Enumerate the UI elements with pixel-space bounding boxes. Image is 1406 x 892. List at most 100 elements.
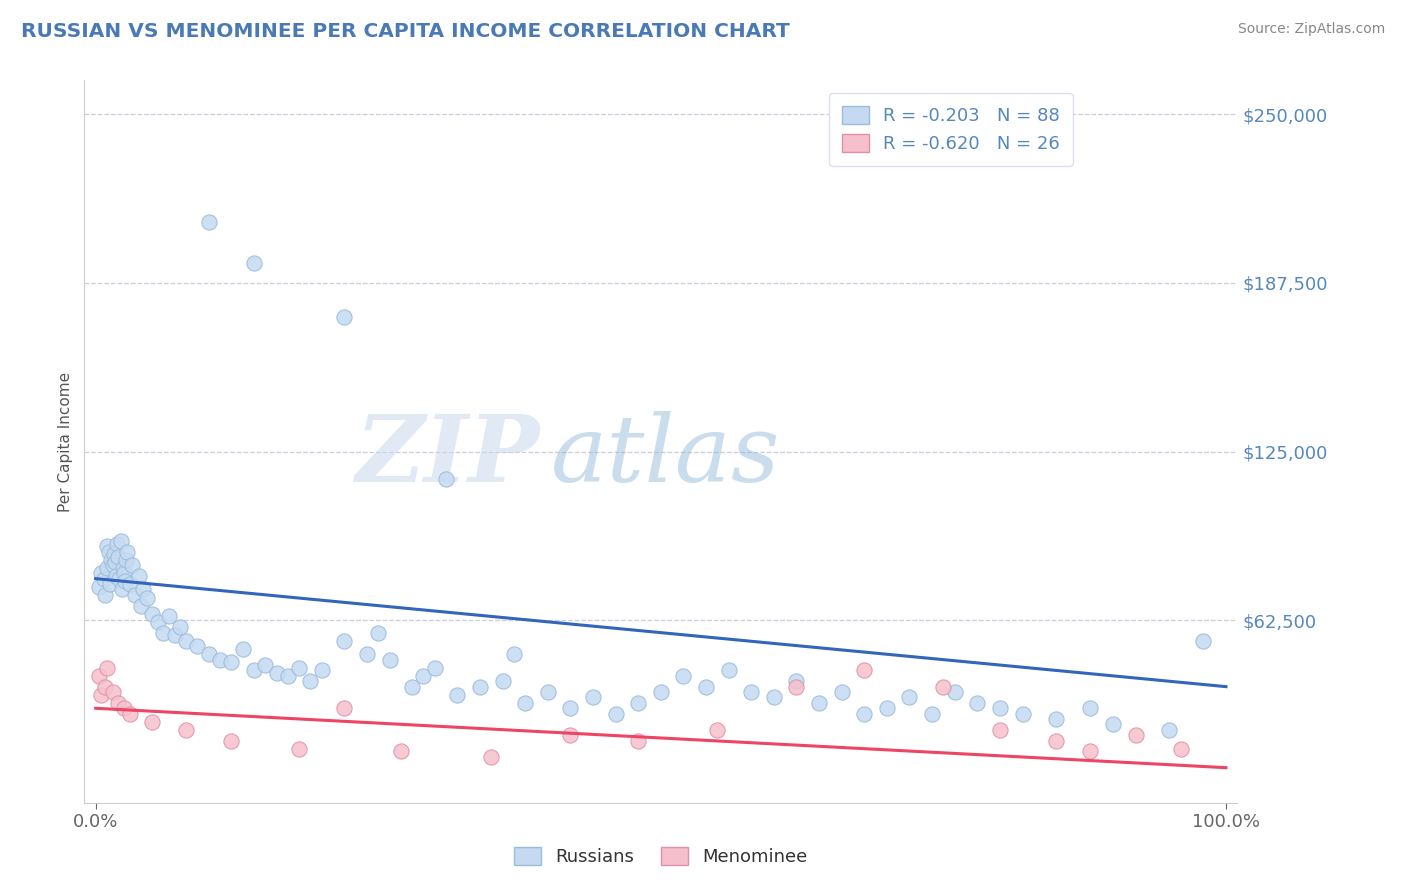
- Point: [93, 572, 115, 586]
- Point: [898, 690, 921, 705]
- Point: [174, 723, 197, 737]
- Point: [706, 723, 728, 737]
- Point: [115, 552, 138, 566]
- Point: [1170, 741, 1192, 756]
- Point: [232, 641, 254, 656]
- Point: [333, 701, 356, 715]
- Point: [108, 572, 131, 586]
- Point: [1011, 706, 1033, 721]
- Point: [93, 588, 115, 602]
- Point: [98, 544, 121, 558]
- Point: [152, 625, 174, 640]
- Point: [932, 680, 955, 694]
- Point: [378, 653, 401, 667]
- Point: [311, 664, 333, 678]
- Point: [118, 577, 141, 591]
- Point: [104, 556, 127, 570]
- Text: ZIP: ZIP: [356, 411, 540, 501]
- Point: [627, 733, 650, 747]
- Point: [146, 615, 169, 629]
- Point: [412, 669, 434, 683]
- Point: [853, 706, 876, 721]
- Point: [90, 566, 112, 581]
- Point: [90, 688, 112, 702]
- Point: [98, 577, 121, 591]
- Point: [132, 582, 155, 597]
- Point: [434, 472, 457, 486]
- Point: [103, 547, 125, 561]
- Point: [299, 674, 322, 689]
- Point: [105, 536, 128, 550]
- Point: [107, 696, 129, 710]
- Point: [124, 588, 146, 602]
- Y-axis label: Per Capita Income: Per Capita Income: [58, 371, 73, 512]
- Point: [221, 656, 243, 670]
- Point: [491, 674, 513, 689]
- Point: [695, 680, 717, 694]
- Point: [96, 561, 118, 575]
- Point: [197, 215, 219, 229]
- Point: [717, 664, 740, 678]
- Point: [266, 666, 288, 681]
- Point: [1078, 701, 1101, 715]
- Point: [808, 696, 831, 710]
- Point: [446, 688, 468, 702]
- Point: [254, 658, 277, 673]
- Point: [101, 685, 124, 699]
- Point: [243, 255, 266, 269]
- Point: [197, 647, 219, 661]
- Point: [110, 533, 132, 548]
- Point: [114, 574, 136, 589]
- Point: [1159, 723, 1181, 737]
- Point: [582, 690, 605, 705]
- Point: [740, 685, 762, 699]
- Legend: Russians, Menominee: Russians, Menominee: [506, 839, 815, 873]
- Point: [101, 558, 124, 573]
- Point: [468, 680, 491, 694]
- Point: [135, 591, 157, 605]
- Point: [1045, 733, 1067, 747]
- Point: [277, 669, 299, 683]
- Point: [966, 696, 988, 710]
- Point: [1045, 712, 1067, 726]
- Point: [423, 661, 446, 675]
- Point: [96, 661, 118, 675]
- Point: [367, 625, 389, 640]
- Point: [1102, 717, 1125, 731]
- Point: [157, 609, 180, 624]
- Point: [96, 539, 118, 553]
- Point: [141, 714, 163, 729]
- Point: [627, 696, 650, 710]
- Point: [107, 549, 129, 564]
- Point: [333, 633, 356, 648]
- Point: [560, 701, 582, 715]
- Point: [1125, 728, 1147, 742]
- Point: [111, 561, 134, 575]
- Point: [785, 674, 807, 689]
- Point: [129, 599, 152, 613]
- Point: [111, 582, 134, 597]
- Text: atlas: atlas: [551, 411, 780, 501]
- Point: [87, 669, 110, 683]
- Point: [515, 696, 537, 710]
- Point: [288, 661, 311, 675]
- Point: [87, 580, 110, 594]
- Point: [560, 728, 582, 742]
- Point: [921, 706, 943, 721]
- Point: [141, 607, 163, 621]
- Point: [853, 664, 876, 678]
- Point: [117, 544, 139, 558]
- Point: [943, 685, 966, 699]
- Point: [186, 639, 208, 653]
- Point: [100, 552, 122, 566]
- Point: [128, 569, 150, 583]
- Point: [988, 723, 1011, 737]
- Point: [112, 566, 135, 581]
- Point: [672, 669, 695, 683]
- Text: Source: ZipAtlas.com: Source: ZipAtlas.com: [1237, 22, 1385, 37]
- Point: [650, 685, 672, 699]
- Point: [785, 680, 807, 694]
- Point: [1078, 744, 1101, 758]
- Point: [163, 628, 186, 642]
- Point: [333, 310, 356, 324]
